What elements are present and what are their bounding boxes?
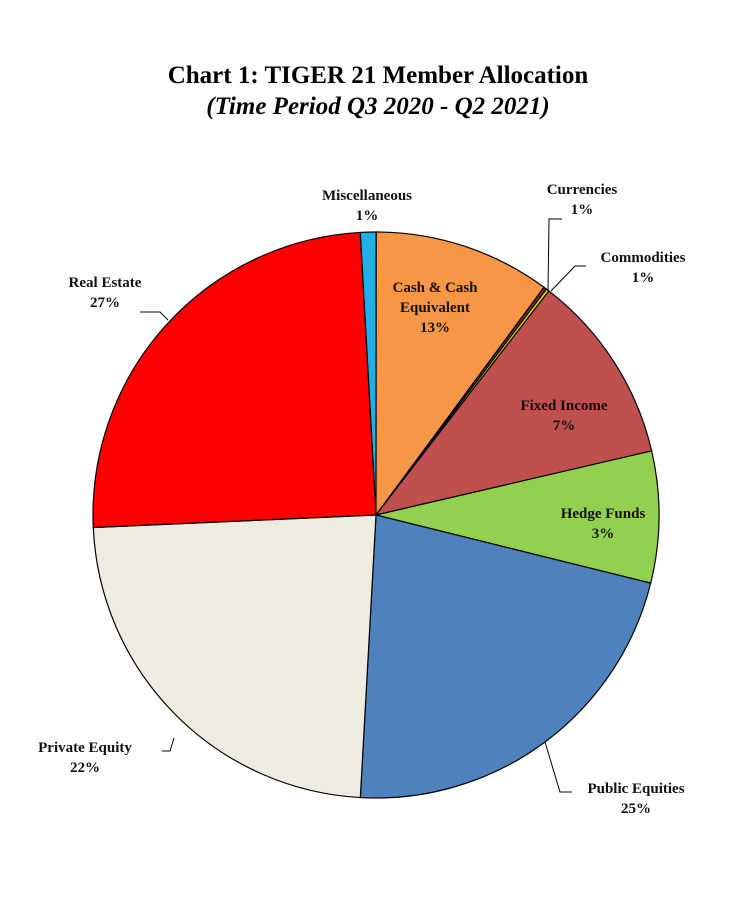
slice-label: Public Equities 25% [544,741,685,817]
chart-subtitle: (Time Period Q3 2020 - Q2 2021) [206,93,550,120]
pie-slice-cash-cash-equivalent [375,231,545,517]
slice-label-percent: 27% [90,295,120,311]
leader-line [140,311,169,321]
leader-line [547,218,562,292]
pie-slice-public-equities [359,514,652,799]
slice-label: Hedge Funds 3% [561,506,646,542]
slice-label-percent: 1% [356,208,379,224]
slice-label: Fixed Income 7% [520,398,607,434]
slice-label-name: Equivalent [400,300,470,316]
slice-label-percent: 1% [632,270,655,286]
slice-label: Private Equity 22% [38,737,175,776]
slice-label-name: Miscellaneous [322,188,412,204]
slice-label-name: Real Estate [69,275,142,291]
slice-label: Commodities 1% [550,250,686,292]
slice-label-name: Currencies [547,182,618,198]
slice-label-name: Fixed Income [520,398,607,414]
leader-line [544,741,572,793]
slice-label-name: Public Equities [587,781,684,797]
leader-line [162,737,175,752]
slice-label: Miscellaneous 1% [322,188,412,224]
slice-label-percent: 7% [553,418,576,434]
pie-slice-fixed-income [374,290,653,516]
slice-label-percent: 3% [592,526,615,542]
slice-label-name: Hedge Funds [561,506,646,522]
chart-title: Chart 1: TIGER 21 Member Allocation [167,62,589,89]
slice-label-name: Private Equity [38,740,132,756]
slice-label-percent: 22% [70,760,100,776]
slice-label: Real Estate 27% [69,275,169,321]
leader-line [550,265,586,292]
slice-label: Currencies 1% [547,182,618,292]
slice-label-name: Commodities [601,250,686,266]
slice-label-percent: 25% [621,801,651,817]
pie-slice-private-equity [92,514,377,799]
slice-label: Cash & Cash Equivalent 13% [392,280,478,336]
pie-slice-real-estate [92,231,377,529]
slice-label-percent: 13% [420,320,450,336]
slice-label-percent: 1% [571,202,594,218]
slice-label-name: Cash & Cash [392,280,478,296]
pie-slice-hedge-funds [375,450,660,584]
